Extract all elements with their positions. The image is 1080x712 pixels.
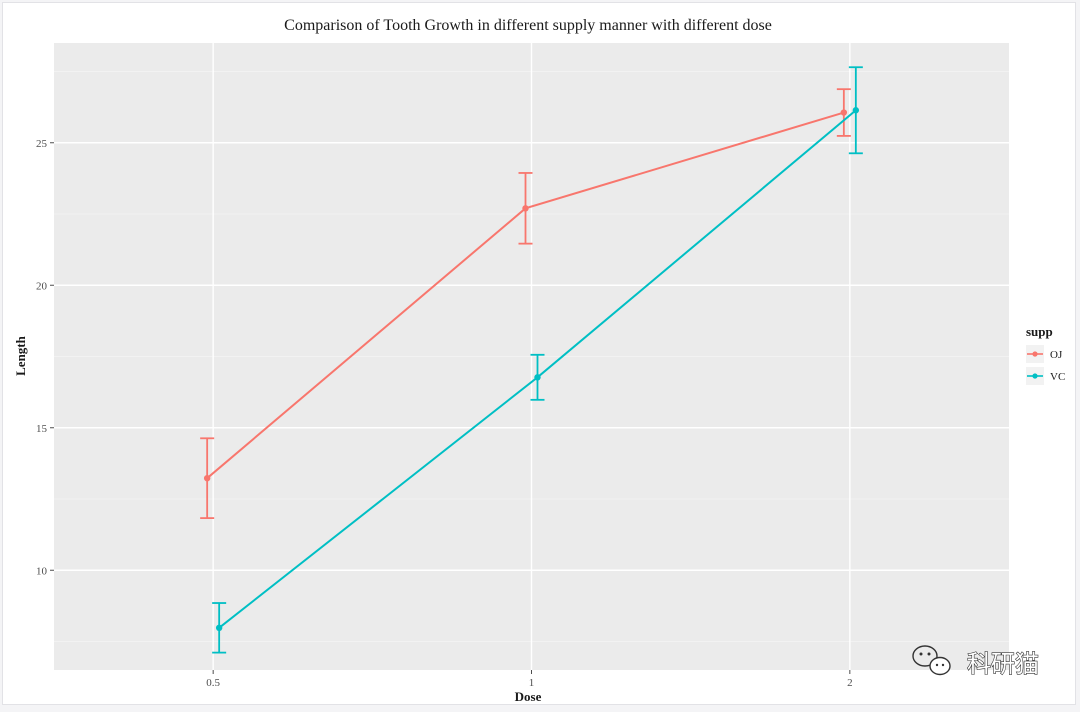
x-axis-title: Dose [515,689,542,704]
series-vc [212,66,863,654]
data-point [840,109,848,116]
x-axis-ticks: 0.5 1 2 [206,670,853,689]
line-chart: Comparison of Tooth Growth in different … [13,17,1065,704]
watermark-text: 科研猫 [967,650,1039,678]
legend-item-oj: OJ [1026,345,1063,363]
x-tick-label: 1 [529,677,535,689]
chart-title: Comparison of Tooth Growth in different … [284,17,772,34]
y-tick-label: 15 [36,423,48,435]
legend: supp OJ VC [1026,324,1065,385]
legend-key-point [1032,351,1038,357]
grid-lines [54,43,1009,670]
data-point [534,374,541,381]
legend-key-point [1032,373,1038,379]
x-tick-label: 0.5 [206,677,220,689]
y-axis-ticks: 10 15 20 25 [36,138,54,577]
watermark: 科研猫 [912,645,1040,679]
data-point [203,474,211,482]
data-point [215,624,223,632]
y-axis-title: Length [13,335,28,376]
x-tick-label: 2 [847,677,853,689]
series-layer [200,66,863,654]
legend-label: OJ [1050,349,1063,361]
legend-item-vc: VC [1026,367,1065,385]
y-tick-label: 25 [36,138,48,150]
y-tick-label: 10 [36,565,48,577]
data-point [522,205,529,212]
data-point [852,107,860,114]
wechat-icon [912,645,951,676]
y-tick-label: 20 [36,280,48,292]
legend-label: VC [1050,371,1065,383]
legend-title: supp [1026,324,1053,339]
series-oj [200,88,851,519]
